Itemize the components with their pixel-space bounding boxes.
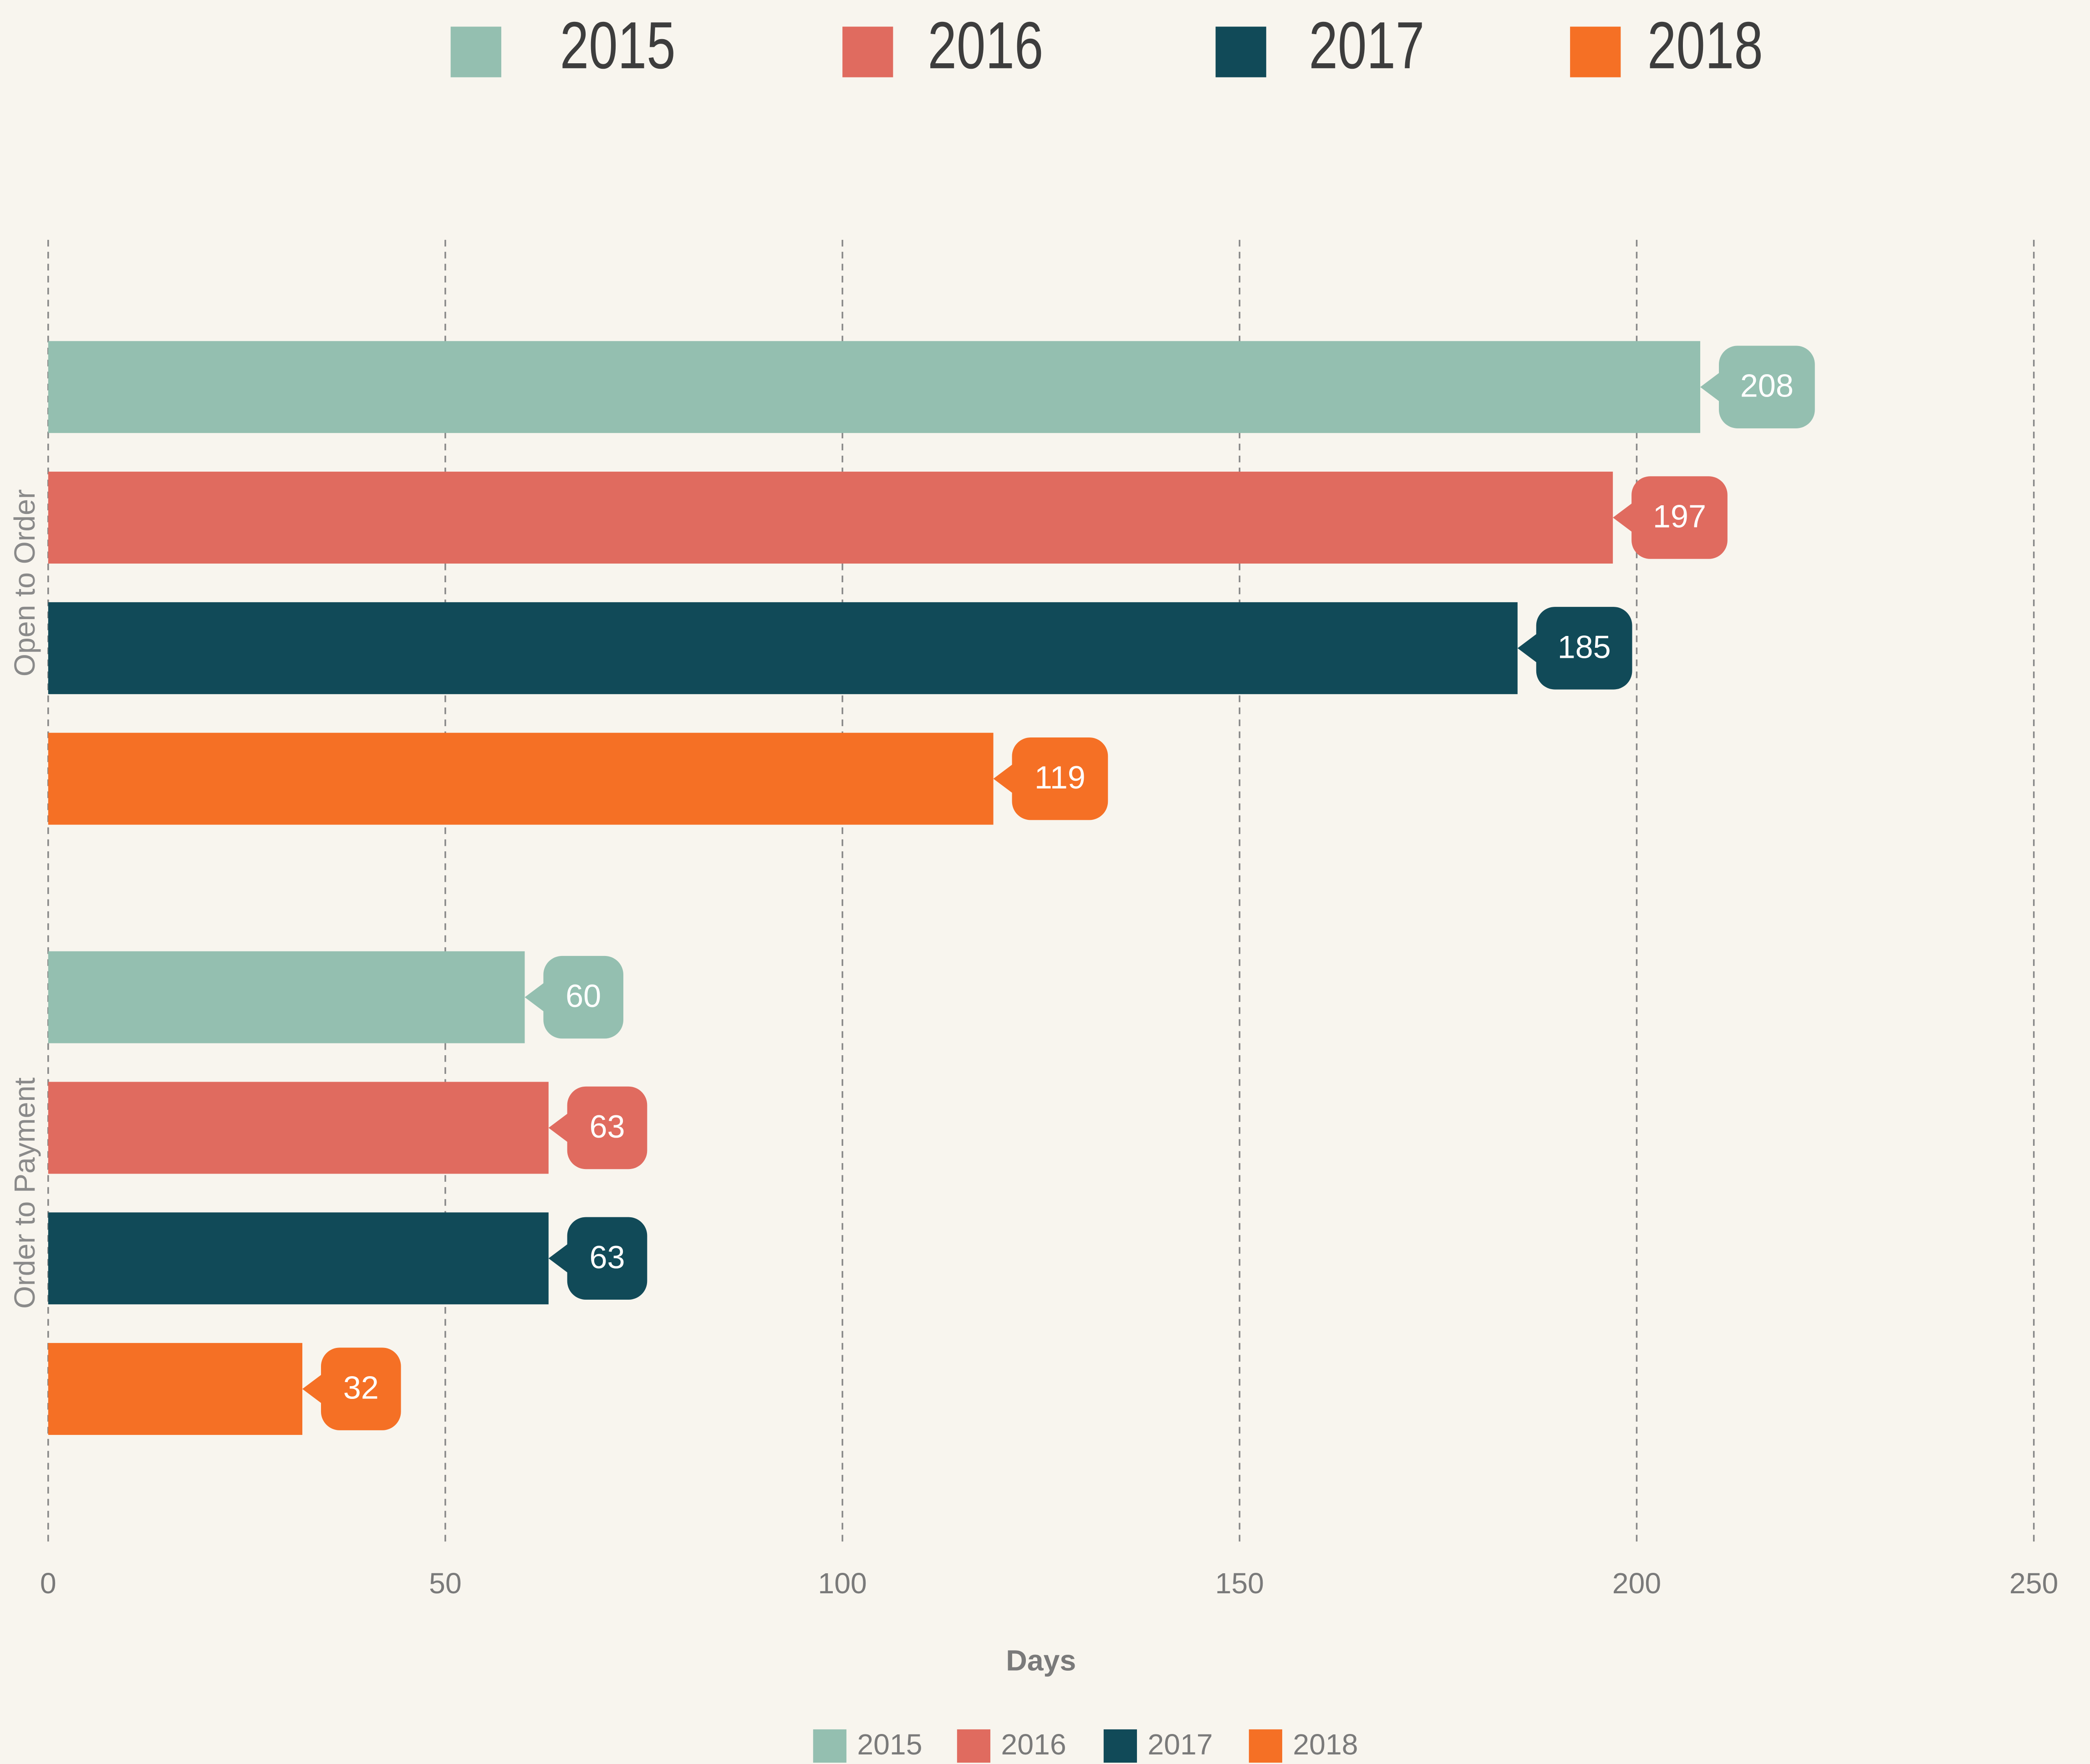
legend-label: 2018 — [1293, 1728, 1358, 1761]
y-tick-label: Open to Order — [8, 489, 41, 677]
value-label-box — [543, 956, 623, 1039]
x-tick-label: 100 — [818, 1567, 867, 1600]
value-label: 60 — [566, 978, 601, 1014]
y-tick-label: Order to Payment — [8, 1078, 41, 1309]
value-label: 32 — [343, 1370, 379, 1406]
legend-label: 2016 — [928, 8, 1043, 82]
bar — [48, 951, 525, 1043]
value-label-pointer — [548, 1112, 570, 1144]
legend-label: 2015 — [857, 1728, 922, 1761]
legend-swatch — [813, 1729, 846, 1763]
value-label-box — [1012, 737, 1108, 820]
value-label: 208 — [1740, 368, 1794, 404]
legend-label: 2015 — [560, 8, 676, 82]
value-label-pointer — [1613, 501, 1634, 534]
legend-swatch — [1249, 1729, 1282, 1763]
legend-swatch — [1570, 26, 1621, 77]
value-label-box — [1536, 607, 1632, 690]
legend-label: 2017 — [1147, 1728, 1213, 1761]
legend-label: 2018 — [1647, 8, 1763, 82]
x-tick-label: 200 — [1612, 1567, 1661, 1600]
bar — [48, 732, 994, 825]
legend-swatch — [842, 26, 893, 77]
legend-swatch — [1103, 1729, 1137, 1763]
bar — [48, 472, 1613, 564]
bar — [48, 1343, 302, 1435]
value-label: 197 — [1653, 498, 1706, 534]
bar — [48, 1082, 549, 1174]
x-axis-title: Days — [1006, 1644, 1076, 1677]
value-label: 63 — [589, 1239, 625, 1275]
bar — [48, 1212, 549, 1305]
bar — [48, 602, 1518, 694]
value-label-pointer — [302, 1373, 324, 1405]
value-label-pointer — [548, 1242, 570, 1275]
legend-swatch — [957, 1729, 991, 1763]
x-tick-label: 150 — [1215, 1567, 1264, 1600]
value-label-box — [321, 1347, 401, 1430]
legend-swatch — [450, 26, 501, 77]
value-label: 185 — [1558, 629, 1611, 665]
value-label-pointer — [1517, 632, 1539, 664]
legend-swatch — [1215, 26, 1266, 77]
x-tick-label: 0 — [40, 1567, 56, 1600]
value-label-box — [567, 1086, 647, 1169]
value-label-pointer — [993, 763, 1015, 795]
x-tick-label: 50 — [429, 1567, 462, 1600]
legend-label: 2016 — [1001, 1728, 1066, 1761]
value-label-box — [1718, 346, 1815, 428]
bar — [48, 341, 1701, 433]
value-label: 119 — [1035, 759, 1086, 795]
x-tick-label: 250 — [2009, 1567, 2058, 1600]
value-label-box — [567, 1217, 647, 1300]
value-label-pointer — [1700, 371, 1722, 403]
value-label-box — [1631, 476, 1728, 559]
value-label: 63 — [589, 1108, 625, 1144]
legend-label: 2017 — [1309, 8, 1424, 82]
value-label-pointer — [525, 981, 546, 1013]
